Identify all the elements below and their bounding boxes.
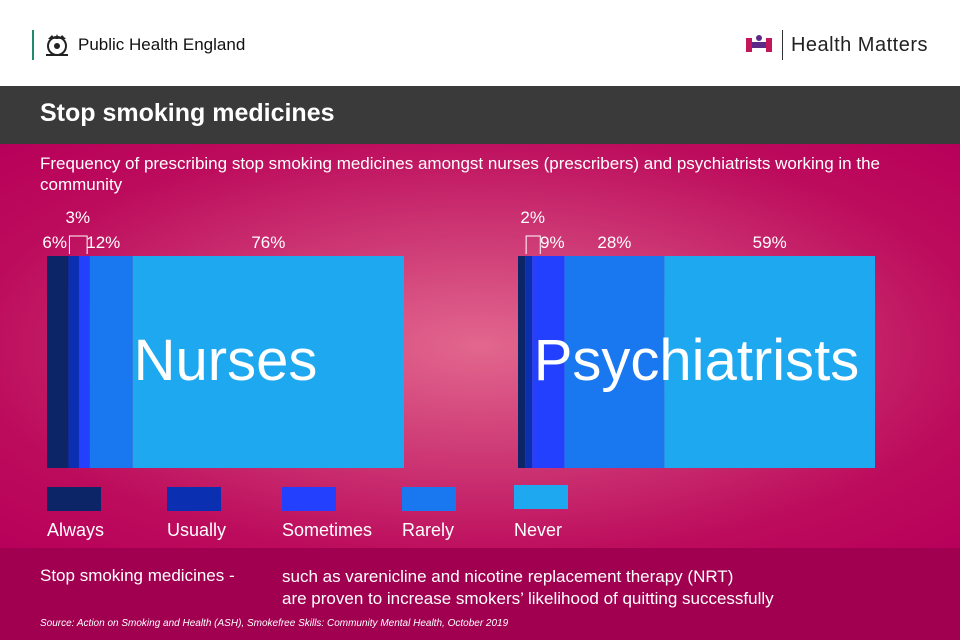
source-citation: Source: Action on Smoking and Health (AS… [40, 618, 509, 629]
bar-psychiatrists-sometimes [532, 256, 565, 468]
legend-swatch-never [514, 485, 568, 509]
bar-nurses-usually [68, 256, 80, 468]
bar-nurses-rarely [89, 256, 133, 468]
health-matters-logo: Health Matters [744, 30, 928, 60]
footer-band [0, 548, 960, 640]
bar-psychiatrists-never [664, 256, 875, 468]
bar-label-nurses: Nurses [134, 328, 318, 393]
bar-psychiatrists-rarely [564, 256, 665, 468]
legend-label-usually: Usually [167, 520, 226, 540]
legend-label-always: Always [47, 520, 104, 540]
legend-swatch-sometimes [282, 487, 336, 511]
bar-psychiatrists-usually [525, 256, 533, 468]
legend-swatch-rarely [402, 487, 456, 511]
value-label-psychiatrists-never: 59% [753, 233, 787, 252]
legend-label-never: Never [514, 520, 562, 540]
callout-nurses-usually [68, 235, 88, 254]
value-label-nurses-always: 6% [42, 233, 67, 252]
value-label-nurses-never: 76% [251, 233, 285, 252]
bar-nurses-always [47, 256, 69, 468]
org-name: Public Health England [78, 35, 246, 54]
callout-psychiatrists-usually [525, 235, 541, 254]
brand-name: Health Matters [790, 33, 928, 56]
page-title: Stop smoking medicines [40, 99, 335, 127]
bar-nurses-sometimes [79, 256, 90, 468]
header-bar: Public Health England Health Matters [0, 0, 960, 86]
footer-note-line-1: such as varenicline and nicotine replace… [282, 567, 734, 586]
royal-crest-icon [46, 34, 68, 56]
legend-label-rarely: Rarely [402, 520, 454, 540]
footer-note-lead: Stop smoking medicines - [40, 566, 235, 585]
brand-divider [781, 30, 783, 60]
logo-divider [32, 30, 34, 60]
legend-swatch-always [47, 487, 101, 511]
footer-note-body: such as varenicline and nicotine replace… [282, 566, 774, 610]
title-bar [0, 86, 960, 144]
value-label-psychiatrists-rarely: 28% [597, 233, 631, 252]
footer-note-line-2: are proven to increase smokers’ likeliho… [282, 589, 774, 608]
value-label-nurses-rarely: 12% [86, 233, 120, 252]
chart-subtitle: Frequency of prescribing stop smoking me… [40, 154, 880, 194]
value-label-nurses-usually: 3% [65, 208, 90, 227]
value-label-psychiatrists-sometimes: 9% [540, 233, 565, 252]
value-label-psychiatrists-usually: 2% [520, 208, 545, 227]
bar-label-psychiatrists: Psychiatrists [534, 328, 860, 393]
phe-logo: Public Health England [32, 30, 245, 60]
legend-label-sometimes: Sometimes [282, 520, 372, 540]
legend-swatch-usually [167, 487, 221, 511]
health-matters-icon [745, 35, 772, 52]
bar-nurses-never [132, 256, 404, 468]
bar-psychiatrists-always [518, 256, 526, 468]
